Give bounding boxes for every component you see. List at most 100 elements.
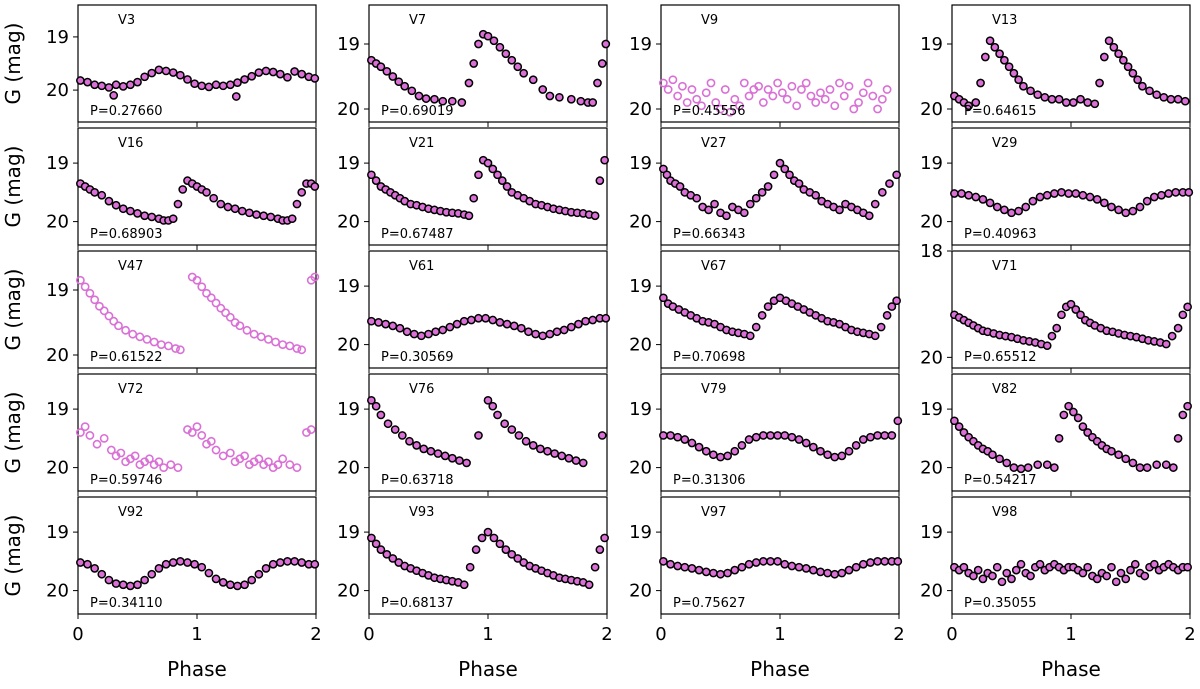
y-tick-label: 20: [920, 581, 943, 602]
data-points: [950, 36, 1190, 111]
data-points: [75, 422, 316, 472]
panel-v61: 19 20 V61 P=0.30569: [337, 250, 611, 373]
data-point: [995, 454, 1004, 464]
data-point: [1057, 310, 1066, 320]
data-point: [509, 321, 519, 331]
data-point: [1159, 92, 1169, 102]
data-point: [1071, 189, 1081, 198]
data-point: [440, 451, 450, 461]
data-point: [111, 579, 121, 588]
data-point: [806, 91, 816, 101]
data-point: [680, 435, 690, 444]
y-tick-label: 19: [46, 399, 69, 420]
data-point: [675, 182, 685, 191]
data-point: [1021, 202, 1031, 212]
x-axis-label: Phase: [167, 657, 227, 681]
x-tick-label: 2: [601, 624, 612, 645]
data-point: [252, 210, 261, 219]
data-point: [376, 410, 386, 420]
data-point: [310, 559, 320, 569]
data-point: [543, 446, 552, 456]
data-point: [887, 302, 897, 311]
x-tick-label: 1: [774, 624, 785, 645]
y-axis-label: G (mag): [1, 392, 25, 474]
data-point: [1114, 450, 1123, 460]
data-point: [1083, 562, 1093, 572]
data-point: [1059, 410, 1069, 420]
data-point: [371, 539, 381, 549]
data-point: [851, 562, 861, 572]
data-point: [75, 275, 85, 285]
data-point: [1000, 55, 1009, 65]
data-point: [135, 332, 145, 342]
data-point: [166, 460, 176, 470]
y-tick-label: 20: [920, 458, 943, 479]
data-point: [507, 55, 517, 65]
data-point: [524, 327, 533, 337]
data-points: [367, 29, 611, 107]
data-point: [584, 580, 594, 590]
data-point: [882, 311, 892, 320]
data-point: [697, 101, 706, 111]
data-point: [95, 301, 104, 311]
data-point: [801, 438, 811, 448]
data-point: [971, 98, 981, 107]
data-point: [722, 211, 731, 221]
data-point: [536, 444, 545, 454]
data-point: [882, 85, 892, 94]
data-point: [1066, 299, 1076, 309]
data-points: [367, 155, 609, 221]
data-point: [121, 325, 130, 335]
data-point: [1078, 190, 1088, 200]
data-point: [161, 66, 171, 76]
data-point: [837, 568, 847, 578]
data-point: [147, 212, 157, 222]
data-point: [1171, 188, 1181, 197]
data-point: [1028, 196, 1038, 206]
data-point: [816, 567, 825, 577]
data-point: [659, 557, 668, 566]
x-tick-label: 2: [893, 624, 904, 645]
data-point: [964, 190, 974, 200]
data-point: [1149, 559, 1159, 569]
data-point: [1178, 410, 1188, 420]
data-point: [225, 580, 235, 590]
data-point: [694, 565, 704, 575]
data-point: [424, 329, 433, 339]
x-axis-label: Phase: [1041, 657, 1101, 681]
data-point: [173, 199, 183, 209]
data-point: [659, 293, 668, 303]
data-point: [954, 422, 964, 431]
data-point: [1140, 571, 1150, 581]
data-point: [1142, 196, 1152, 206]
y-tick-label: 20: [629, 99, 652, 120]
y-tick-label: 19: [629, 399, 652, 420]
data-points: [76, 557, 320, 591]
data-point: [687, 564, 697, 573]
data-point: [367, 533, 376, 543]
y-tick-label: 19: [629, 153, 652, 174]
data-point: [118, 204, 128, 214]
data-point: [1002, 458, 1012, 468]
data-point: [438, 96, 448, 106]
data-point: [1042, 190, 1052, 200]
data-point: [978, 195, 988, 204]
data-point: [85, 288, 95, 298]
star-name-label: V76: [409, 382, 434, 397]
data-point: [297, 69, 307, 79]
y-tick-label: 19: [46, 522, 69, 543]
period-label: P=0.27660: [90, 104, 163, 119]
data-point: [545, 329, 555, 339]
data-point: [576, 96, 586, 106]
data-point: [1095, 78, 1104, 88]
data-point: [964, 101, 974, 111]
data-point: [144, 454, 154, 464]
data-point: [130, 451, 140, 461]
data-point: [597, 59, 607, 68]
data-point: [990, 42, 1000, 52]
data-point: [880, 431, 890, 440]
data-point: [877, 188, 887, 197]
data-point: [816, 88, 825, 98]
data-point: [830, 452, 840, 462]
data-point: [80, 422, 90, 432]
